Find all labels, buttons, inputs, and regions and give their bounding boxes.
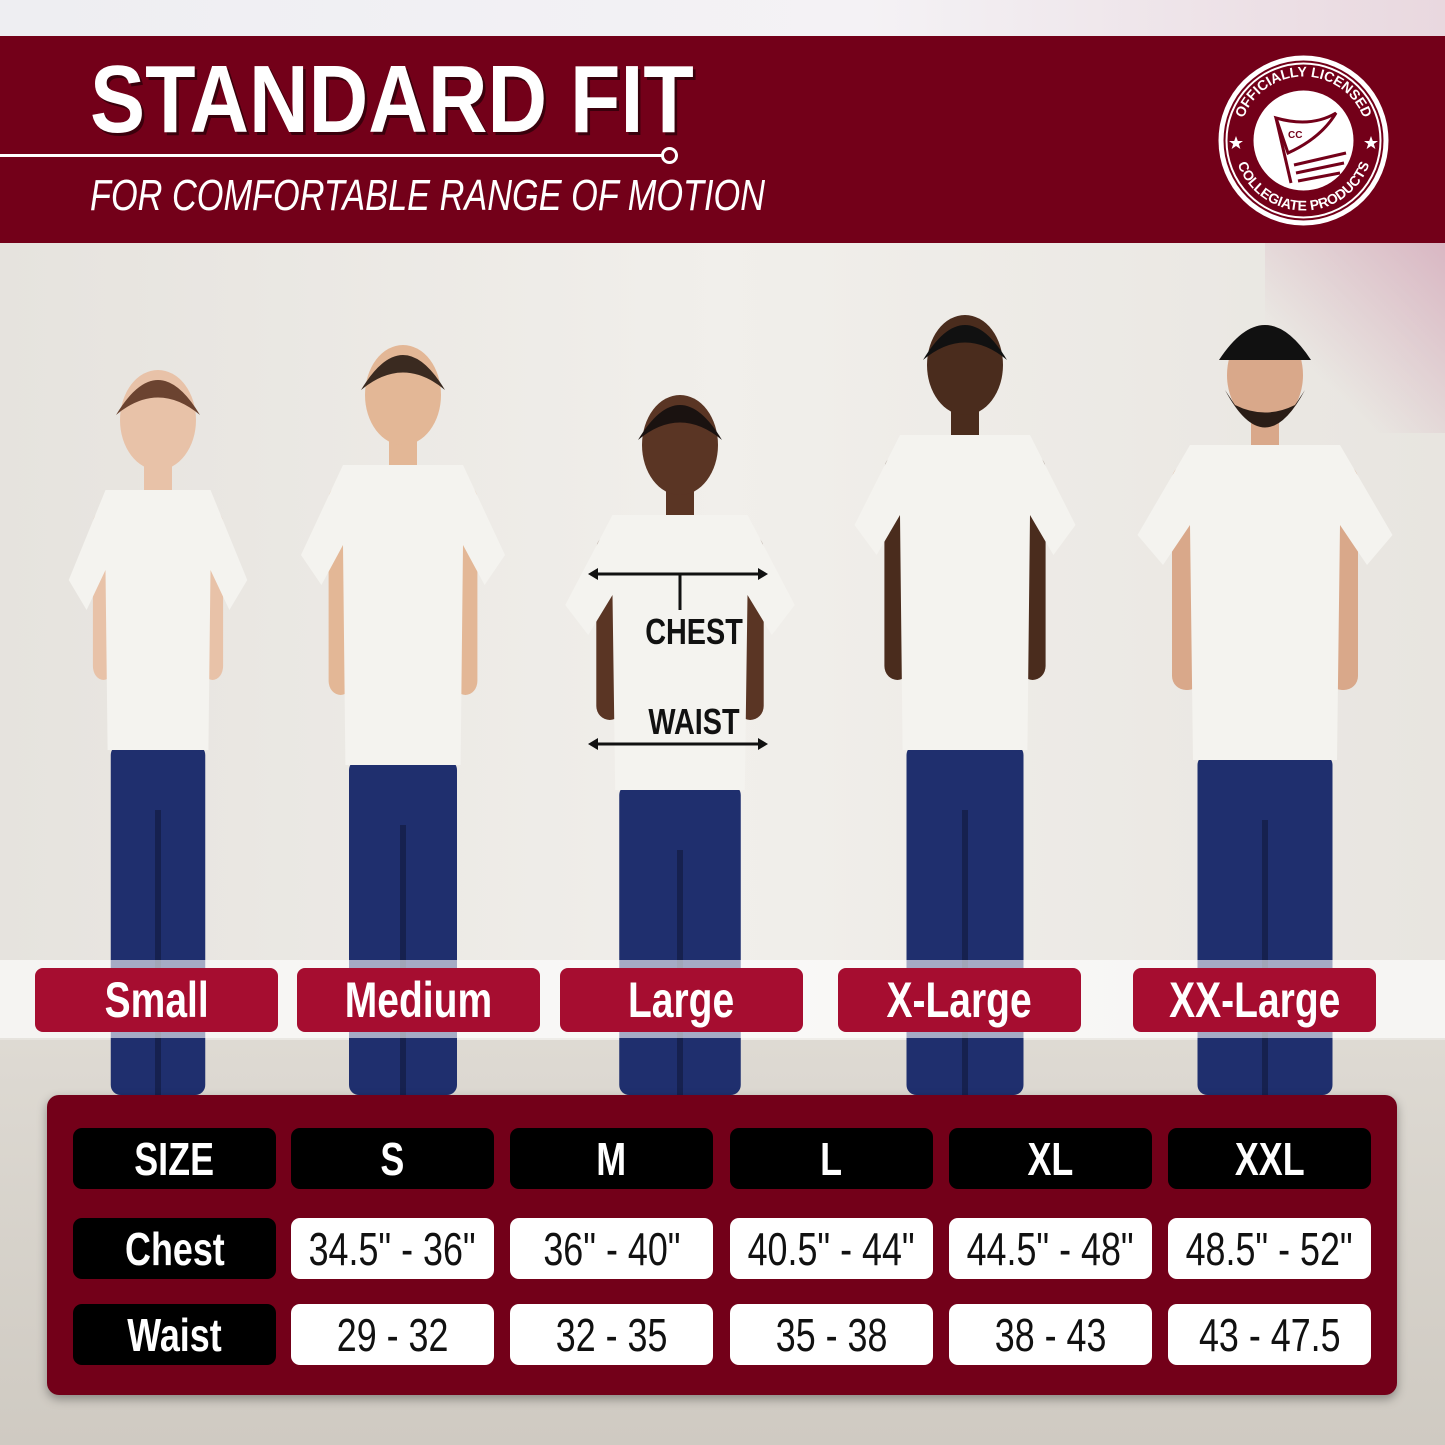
table-cell: 40.5" - 44" [730, 1218, 933, 1279]
table-cell: 38 - 43 [949, 1304, 1152, 1365]
table-cell: 34.5" - 36" [291, 1218, 494, 1279]
table-cell: 36" - 40" [510, 1218, 713, 1279]
star-icon [1229, 136, 1243, 149]
size-label-medium: Medium [297, 968, 540, 1032]
cell-text: XXL [1234, 1132, 1305, 1185]
officially-licensed-logo: OFFICIALLY LICENSED COLLEGIATE PRODUCTS … [1218, 55, 1389, 226]
waist-arrow [588, 738, 768, 750]
table-row-label: Chest [73, 1218, 276, 1279]
table-cell: 29 - 32 [291, 1304, 494, 1365]
cell-text: 48.5" - 52" [1185, 1222, 1354, 1275]
cell-text: SIZE [134, 1132, 215, 1185]
size-label-x-large: X-Large [838, 968, 1081, 1032]
table-header-cell: XL [949, 1128, 1152, 1189]
table-header-cell: SIZE [73, 1128, 276, 1189]
size-label-xx-large: XX-Large [1133, 968, 1376, 1032]
cell-text: M [596, 1132, 627, 1185]
model-figure [565, 395, 795, 1100]
cell-text: 38 - 43 [994, 1308, 1107, 1361]
cell-text: L [820, 1132, 843, 1185]
cell-text: 34.5" - 36" [308, 1222, 477, 1275]
cell-text: XL [1027, 1132, 1074, 1185]
cell-text: S [380, 1132, 405, 1185]
table-cell: 32 - 35 [510, 1304, 713, 1365]
table-cell: 44.5" - 48" [949, 1218, 1152, 1279]
cell-text: 36" - 40" [542, 1222, 681, 1275]
cell-text: 32 - 35 [555, 1308, 668, 1361]
waist-label: WAIST [648, 701, 740, 742]
logo-flag-text: CC [1288, 130, 1302, 141]
star-icon [1364, 136, 1378, 149]
cell-text: 40.5" - 44" [747, 1222, 916, 1275]
table-cell: 48.5" - 52" [1168, 1218, 1371, 1279]
top-strip [0, 0, 1445, 36]
table-cell: 35 - 38 [730, 1304, 933, 1365]
table-header-cell: S [291, 1128, 494, 1189]
cell-text: Waist [127, 1308, 222, 1361]
chest-arrow [588, 568, 768, 610]
page-subtitle: FOR COMFORTABLE RANGE OF MOTION [90, 171, 766, 220]
cell-text: 35 - 38 [775, 1308, 888, 1361]
table-header-cell: L [730, 1128, 933, 1189]
table-cell: 43 - 47.5 [1168, 1304, 1371, 1365]
cell-text: 43 - 47.5 [1198, 1308, 1341, 1361]
table-header-cell: XXL [1168, 1128, 1371, 1189]
cell-text: 29 - 32 [336, 1308, 449, 1361]
size-chart-table: SIZE S M L XL XXL Chest 34.5" - 36" 36" - 40" 40.… [47, 1095, 1397, 1395]
table-row-label: Waist [73, 1304, 276, 1365]
chest-label: CHEST [645, 611, 743, 652]
models-illustration [68, 315, 1393, 1100]
size-label-small: Small [35, 968, 278, 1032]
divider-dot [661, 147, 678, 164]
cell-text: Chest [124, 1222, 225, 1275]
cell-text: 44.5" - 48" [966, 1222, 1135, 1275]
model-figure [68, 370, 248, 1100]
header-banner [0, 36, 1445, 243]
page-title: STANDARD FIT [90, 46, 694, 153]
size-label-large: Large [560, 968, 803, 1032]
title-divider [0, 154, 664, 157]
table-header-cell: M [510, 1128, 713, 1189]
